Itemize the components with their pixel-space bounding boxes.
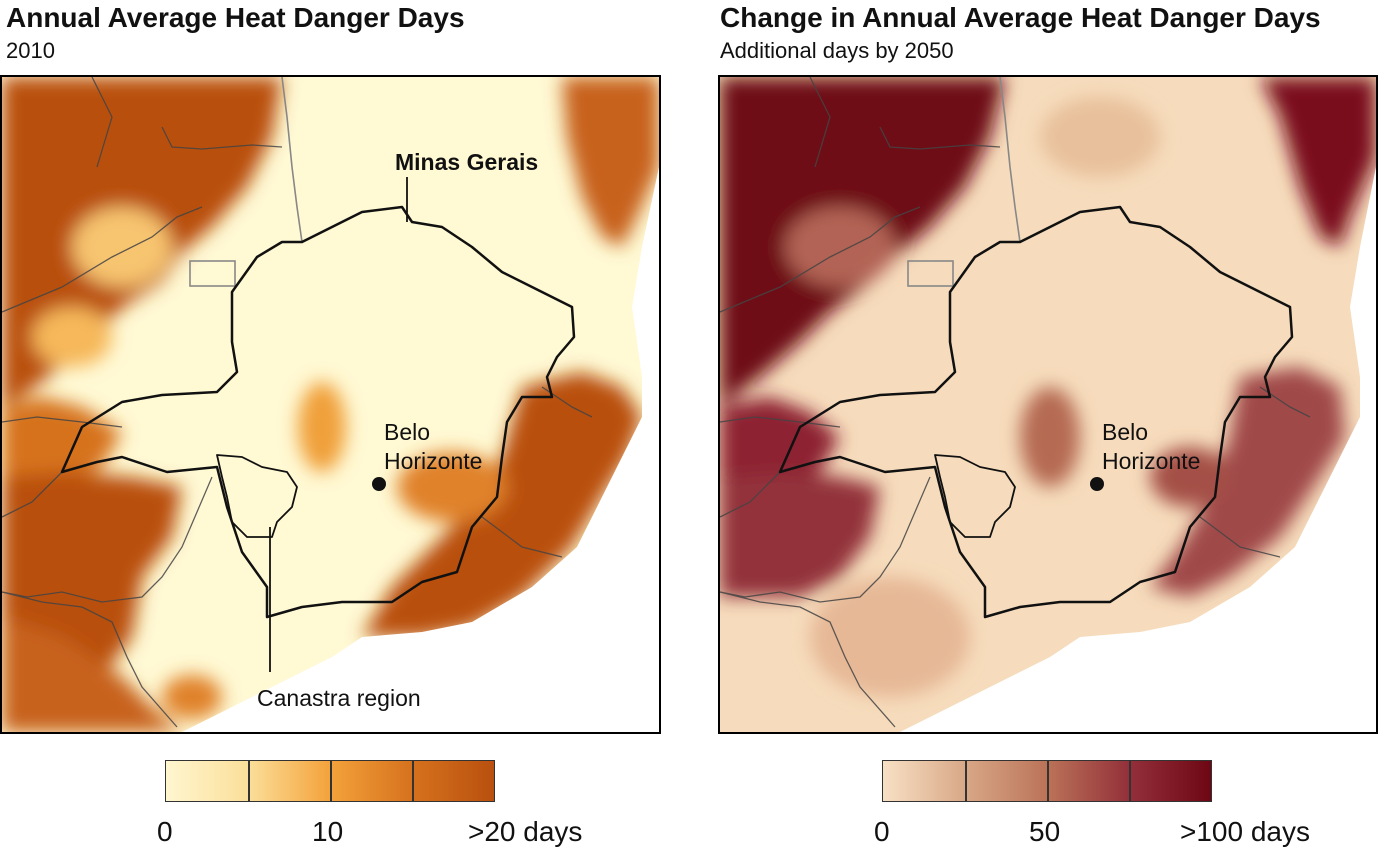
left-map-graphic <box>2 77 659 732</box>
belo-horizonte-marker-left <box>372 477 386 491</box>
left-legend-bar <box>165 760 495 802</box>
belo-horizonte-marker-right <box>1090 477 1104 491</box>
state-label: Minas Gerais <box>395 149 539 175</box>
left-legend-mid: 10 <box>312 816 344 847</box>
left-heat-map: Minas Gerais Belo Horizonte Canastra reg… <box>0 75 661 734</box>
city-label-line1-right: Belo <box>1102 419 1149 445</box>
left-panel-title: Annual Average Heat Danger Days <box>6 2 465 33</box>
region-label: Canastra region <box>257 685 421 711</box>
right-panel-title: Change in Annual Average Heat Danger Day… <box>720 2 1321 33</box>
right-legend-max: >100 days <box>1180 816 1310 847</box>
right-legend-min: 0 <box>874 816 890 847</box>
left-panel-subtitle: 2010 <box>6 38 55 63</box>
right-panel-subtitle: Additional days by 2050 <box>720 38 954 63</box>
city-label-line1-left: Belo <box>384 419 431 445</box>
right-heat-map: Belo Horizonte <box>718 75 1378 734</box>
left-legend-min: 0 <box>157 816 173 847</box>
right-legend-bar <box>882 760 1212 802</box>
right-legend: 0 50 >100 days <box>874 760 1310 847</box>
left-legend-max: >20 days <box>468 816 583 847</box>
right-legend-mid: 50 <box>1029 816 1061 847</box>
right-map-graphic <box>720 77 1376 732</box>
left-legend: 0 10 >20 days <box>157 760 582 847</box>
city-label-line2-right: Horizonte <box>1102 448 1201 474</box>
city-label-line2-left: Horizonte <box>384 448 483 474</box>
